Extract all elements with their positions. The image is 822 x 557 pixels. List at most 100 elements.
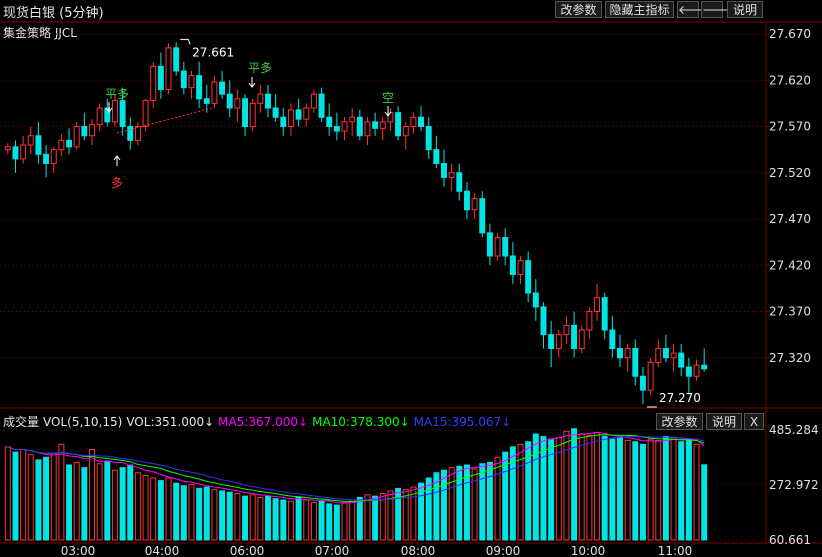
candle-body [211, 81, 218, 104]
volume-bar [379, 493, 386, 541]
volume-bar [525, 441, 532, 541]
volume-bar [257, 496, 264, 541]
candle-body [372, 121, 379, 129]
volume-bar [43, 456, 50, 541]
candle-body [58, 139, 65, 151]
volume-bar [58, 443, 65, 541]
volume-bar [372, 495, 379, 541]
candle-body [127, 126, 134, 141]
candle-body [471, 198, 478, 211]
volume-bar [265, 495, 271, 541]
candle-body [601, 297, 608, 331]
candle-body [318, 93, 325, 118]
volume-bar [203, 486, 210, 541]
price-tick-label: 27.470 [769, 212, 811, 226]
candle-body [548, 334, 555, 349]
candle-body [655, 348, 662, 363]
volume-bar [27, 454, 34, 541]
candle-body [50, 149, 57, 164]
volume-help-button[interactable]: 说明 [706, 413, 742, 430]
volume-bar [226, 491, 233, 541]
candle-body [494, 237, 501, 257]
volume-bar [326, 503, 333, 541]
hide-indicator-button[interactable]: 隐藏主指标 [605, 1, 674, 18]
candle-body [425, 126, 432, 151]
help-button[interactable]: 说明 [727, 1, 763, 18]
volume-bar [662, 436, 669, 541]
candle-body [563, 324, 570, 336]
volume-bar [364, 494, 371, 541]
volume-bar [119, 467, 126, 541]
candle-body [632, 348, 639, 377]
volume-bar [463, 464, 470, 541]
candle-body [586, 311, 593, 331]
candle-body [356, 116, 363, 137]
volume-bar [441, 469, 447, 541]
signal-label: 空 [382, 91, 394, 105]
candle-body [624, 348, 631, 359]
volume-bar [134, 472, 141, 541]
volume-bar [540, 436, 547, 541]
candle-body [89, 124, 95, 137]
volume-bar [655, 439, 662, 541]
candle-body [265, 93, 271, 109]
candle-body [410, 116, 417, 127]
volume-bar [509, 446, 516, 541]
signal-arrow [384, 106, 392, 117]
volume-tick-label: 272.972 [769, 478, 819, 492]
volume-bar [701, 464, 708, 541]
volume-bar [142, 474, 149, 541]
volume-bar [318, 500, 325, 541]
volume-bar [609, 438, 616, 541]
candle-body [104, 107, 111, 123]
time-tick-label: 06:00 [230, 544, 265, 557]
candle-body [303, 107, 310, 120]
volume-close-button[interactable]: X [744, 413, 764, 430]
volume-bar [479, 463, 486, 541]
price-tick-label: 27.520 [769, 166, 811, 180]
volume-bar [349, 499, 356, 541]
volume-bar [402, 489, 409, 541]
candle-body [349, 116, 356, 123]
change-params-button[interactable]: 改参数 [555, 1, 602, 18]
volume-bar [685, 438, 692, 541]
volume-bar [486, 461, 493, 541]
candle-body [364, 121, 371, 137]
volume-bar [586, 434, 593, 541]
candle-body [333, 126, 340, 132]
strategy-label: 集金策略 JJCL [3, 26, 77, 40]
candle-body [4, 146, 11, 151]
candle-body [701, 364, 708, 370]
signal-label: 多 [111, 176, 123, 190]
volume-bar [601, 436, 608, 541]
time-tick-label: 10:00 [571, 544, 606, 557]
volume-bar [295, 496, 302, 541]
candle-body [257, 93, 264, 104]
low-label: 27.270 [659, 391, 701, 405]
candle-body [157, 65, 164, 90]
time-tick-label: 07:00 [315, 544, 350, 557]
volume-bar [81, 467, 88, 541]
volume-bar [670, 437, 677, 541]
candle-body [463, 190, 470, 211]
volume-bar [66, 464, 73, 541]
candle-body [456, 172, 463, 192]
volume-bar [571, 428, 578, 541]
price-tick-label: 27.370 [769, 305, 811, 319]
candle-body [670, 352, 677, 359]
volume-bar [532, 433, 539, 541]
volume-bar [180, 485, 187, 541]
volume-bar [4, 446, 11, 541]
volume-bar [387, 490, 394, 541]
ma5-line [7, 431, 705, 504]
volume-bar [280, 499, 287, 541]
candle-body [150, 65, 157, 102]
volume-bar [173, 482, 180, 541]
signal-label: 平多 [248, 61, 272, 75]
candle-body [402, 126, 409, 137]
candle-body [96, 107, 103, 126]
candle-body [502, 237, 509, 257]
volume-change-params-button[interactable]: 改参数 [656, 413, 703, 430]
candle-body [219, 81, 226, 95]
candle-body [532, 292, 539, 308]
